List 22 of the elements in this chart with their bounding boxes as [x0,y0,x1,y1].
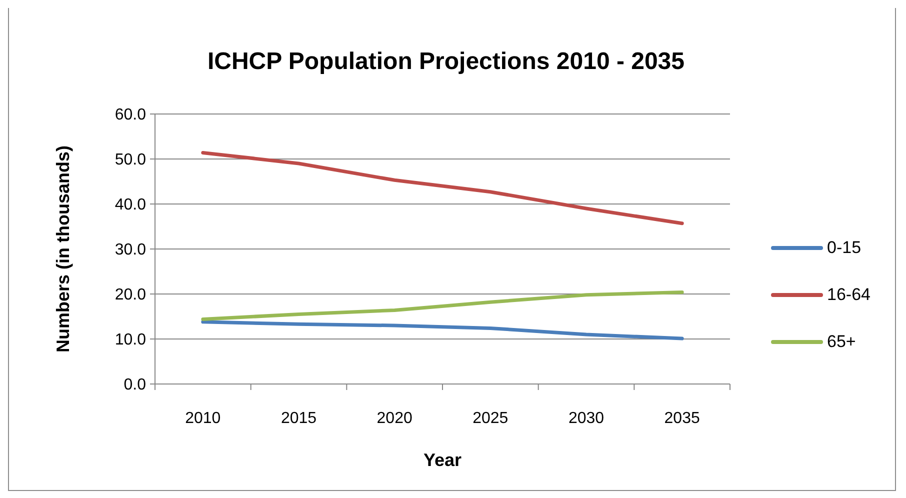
x-tick-label: 2025 [472,410,508,427]
y-tick-label: 60.0 [114,106,146,124]
y-tick-label: 10.0 [114,332,146,349]
legend-label: 0-15 [827,238,862,258]
line-series [201,150,684,226]
y-tick-label: 40.0 [114,196,146,214]
x-tick-label: 2020 [376,410,412,427]
y-tick-label: 50.0 [114,152,146,169]
line-series [201,320,684,340]
y-tick-label: 30.0 [114,242,146,259]
y-tick-label: 20.0 [114,286,146,304]
legend-label: 65+ [827,332,856,352]
x-tick-label: 2035 [664,410,700,427]
line-series [201,290,684,321]
y-tick-label: 0.0 [124,376,146,394]
x-tick-label: 2030 [568,410,604,427]
chart-title: ICHCP Population Projections 2010 - 2035 [206,47,686,77]
x-tick-label: 2010 [185,410,221,427]
y-axis-title: Numbers (in thousands) [53,145,73,353]
legend-label: 16-64 [827,284,870,304]
x-tick-label: 2015 [280,410,317,427]
x-axis-title: Year [423,450,462,470]
